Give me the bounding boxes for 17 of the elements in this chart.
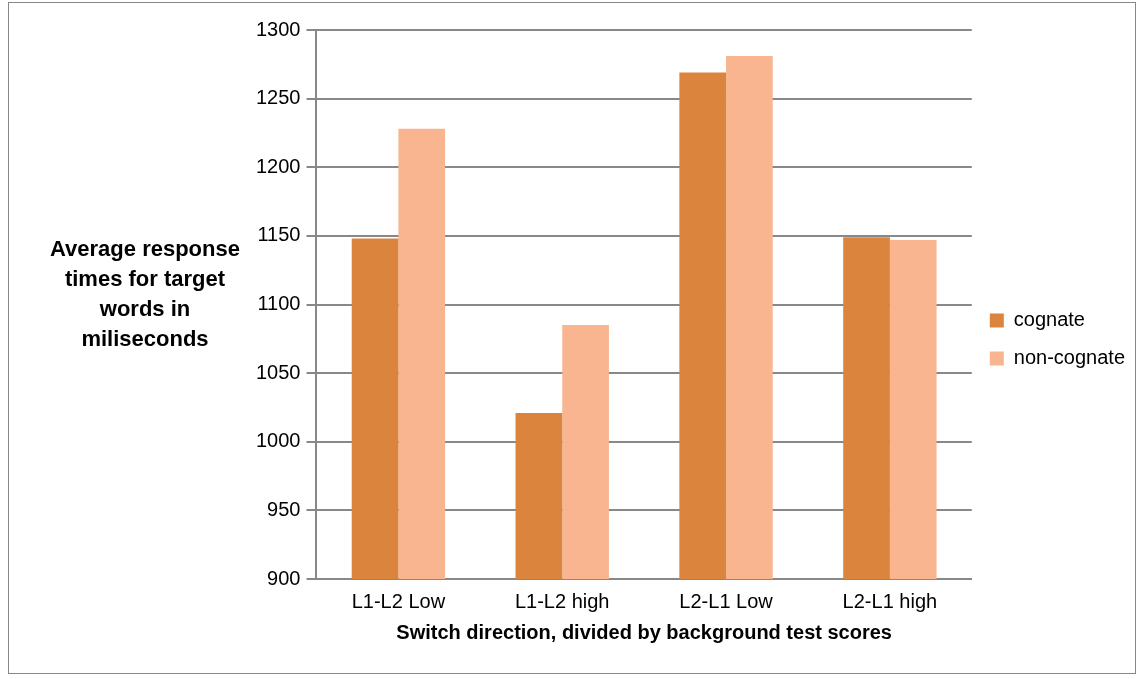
x-tick-label: L1-L2 high <box>514 589 610 612</box>
x-tick-label: L2-L1 Low <box>679 589 774 612</box>
y-tick-label: 1050 <box>255 360 301 383</box>
y-tick-label: 1000 <box>255 429 301 452</box>
y-tick-label: 1200 <box>255 154 301 177</box>
x-axis-title: Switch direction, divided by background test scores <box>396 620 892 643</box>
x-tick-label: L1-L2 Low <box>351 589 446 612</box>
y-tick-label: 1100 <box>257 292 301 315</box>
y-tick-label: 900 <box>267 566 301 589</box>
y-tick-label: 950 <box>267 497 301 520</box>
y-tick-label: 1300 <box>255 17 301 40</box>
y-tick-label: 1150 <box>257 223 301 246</box>
y-axis-title: Average response times for target words in miliseconds <box>49 235 241 353</box>
legend-label: non-cognate <box>1013 346 1125 369</box>
y-tick-label: 1250 <box>255 86 301 109</box>
legend-label: cognate <box>1013 308 1085 331</box>
x-tick-label: L2-L1 high <box>842 589 938 612</box>
